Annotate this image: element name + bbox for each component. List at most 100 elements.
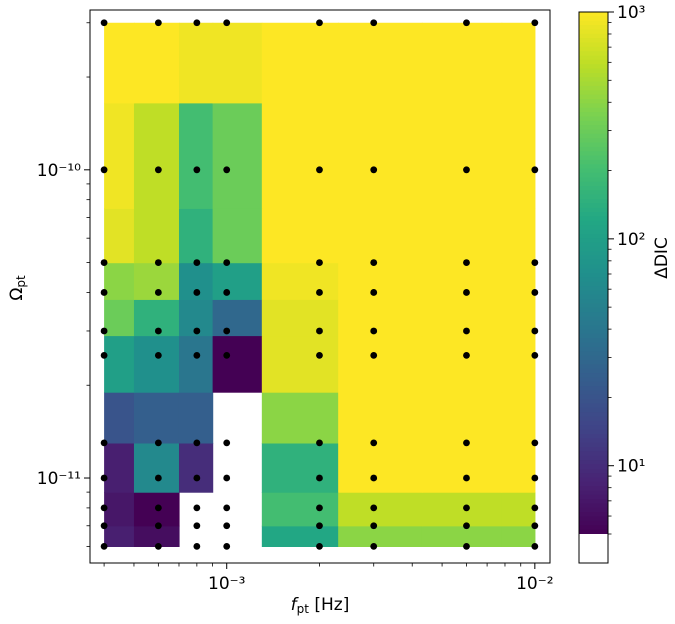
sample-point — [531, 289, 539, 296]
colorbar-segment — [579, 168, 608, 174]
colorbar-segment — [579, 116, 608, 122]
heatmap-cell — [104, 335, 135, 393]
colorbar-segment — [579, 203, 608, 209]
sample-point — [100, 351, 108, 359]
sample-point — [463, 19, 470, 27]
colorbar-segment — [579, 273, 608, 278]
sample-point — [223, 351, 231, 359]
colorbar-segment — [579, 33, 608, 39]
sample-point — [223, 474, 231, 482]
heatmap-cell — [261, 392, 339, 444]
sample-point — [223, 522, 231, 530]
colorbar-segment — [579, 373, 608, 378]
colorbar-segment — [579, 151, 608, 157]
colorbar-segment — [579, 507, 608, 513]
colorbar-segment — [579, 516, 608, 522]
colorbar-segment — [579, 225, 608, 230]
sample-point — [316, 522, 323, 530]
sample-point — [370, 166, 378, 174]
heatmap-cell — [212, 102, 263, 209]
colorbar-segment — [579, 464, 608, 470]
sample-point — [154, 259, 162, 266]
sample-point — [370, 289, 378, 296]
heatmap-cell — [261, 442, 339, 493]
sample-point — [193, 19, 201, 27]
heatmap-cell — [104, 22, 135, 104]
colorbar-segment — [579, 420, 608, 426]
colorbar-segment — [579, 85, 608, 91]
heatmap-cell — [261, 262, 339, 300]
heatmap-cell — [178, 392, 214, 444]
heatmap-cell — [261, 492, 339, 527]
heatmap-cell — [421, 208, 503, 264]
colorbar-segment — [579, 520, 608, 526]
heatmap-cell — [501, 22, 536, 104]
colorbar-segment — [579, 133, 608, 139]
colorbar-segment — [579, 338, 608, 344]
sample-point — [531, 542, 539, 550]
heatmap-cell — [212, 299, 263, 337]
colorbar-segment — [579, 281, 608, 287]
colorbar-segment — [579, 99, 608, 104]
sample-point — [193, 474, 201, 482]
colorbar-segment — [579, 251, 608, 257]
sample-point — [223, 542, 231, 550]
heatmap-cell — [212, 262, 263, 300]
colorbar-segment — [579, 159, 608, 165]
colorbar-segment — [579, 259, 608, 265]
colorbar-segment — [579, 416, 608, 422]
heatmap-cell — [501, 492, 536, 527]
colorbar-segment — [579, 499, 608, 505]
sample-point — [223, 439, 231, 447]
colorbar: 10¹ 10² 10³ — [578, 3, 645, 564]
colorbar-segment — [579, 20, 608, 26]
sample-point — [463, 327, 470, 335]
colorbar-segment — [579, 303, 608, 309]
colorbar-segment — [579, 486, 608, 491]
sample-point — [316, 19, 323, 27]
colorbar-segment — [579, 238, 608, 244]
sample-point — [370, 504, 378, 512]
heatmap-cell — [338, 299, 423, 337]
heatmap-cell — [104, 392, 135, 444]
heatmap-cell — [261, 335, 339, 393]
sample-point — [100, 327, 108, 335]
colorbar-segment — [579, 451, 608, 457]
colorbar-segment — [579, 29, 608, 35]
y-tick-label: 10⁻¹¹ — [37, 469, 81, 489]
sample-point — [316, 327, 323, 335]
sample-point — [316, 542, 323, 550]
sample-point — [193, 289, 201, 296]
heatmap-cell — [261, 22, 339, 104]
heatmap-cell — [133, 22, 180, 104]
colorbar-segment — [579, 216, 608, 222]
heatmap-cell — [421, 299, 503, 337]
heatmap-cell — [212, 335, 263, 393]
colorbar-segment — [579, 329, 608, 335]
heatmap-cell — [421, 335, 503, 393]
sample-point — [223, 289, 231, 296]
colorbar-segment — [579, 481, 608, 487]
colorbar-segment — [579, 312, 608, 317]
colorbar-segment — [579, 381, 608, 387]
colorbar-segment — [579, 138, 608, 143]
colorbar-segment — [579, 355, 608, 361]
colorbar-segment — [579, 129, 608, 135]
heatmap-cell — [261, 299, 339, 337]
sample-point — [100, 289, 108, 296]
sample-point — [370, 351, 378, 359]
colorbar-segment — [579, 186, 608, 191]
heatmap-cell — [178, 335, 214, 393]
sample-point — [100, 166, 108, 174]
sample-point — [193, 351, 201, 359]
heatmap-cell — [421, 392, 503, 444]
heatmap-cell — [104, 492, 135, 527]
sample-point — [316, 351, 323, 359]
colorbar-segment — [579, 386, 608, 391]
sample-point — [370, 259, 378, 266]
colorbar-segment — [579, 77, 608, 83]
colorbar-tick-label: 10¹ — [617, 457, 645, 477]
colorbar-under-swatch — [579, 534, 608, 563]
sample-point — [193, 439, 201, 447]
x-axis-ticks: 10⁻³ 10⁻² — [103, 563, 554, 594]
